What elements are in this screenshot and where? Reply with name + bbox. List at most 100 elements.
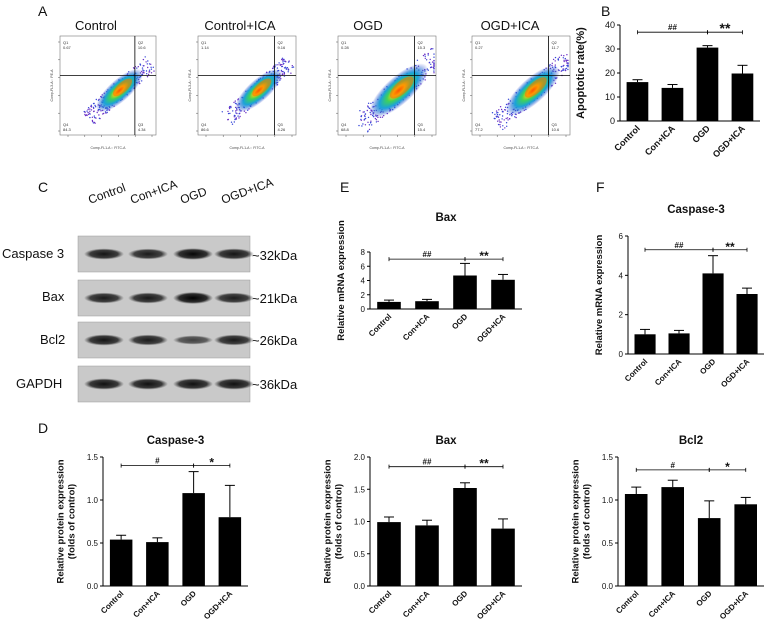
bar (736, 294, 758, 354)
wb-band (84, 378, 124, 390)
flow-event-dot (507, 98, 510, 101)
q2-value: 15.3 (417, 45, 426, 50)
category-label: OGD+ICA (475, 312, 507, 344)
flow-title-control: Control (75, 18, 117, 33)
flow-event-dot (430, 66, 433, 69)
flow-event-dot (228, 107, 231, 110)
flow-event-dot (427, 52, 429, 55)
flow-density-core (252, 78, 272, 97)
wb-band (128, 378, 168, 390)
category-label: OGD+ICA (719, 357, 751, 389)
flow-event-dot (91, 120, 94, 123)
q3-label: Q3 (551, 122, 557, 127)
flow-event-dot (234, 100, 236, 102)
flow-event-dot (560, 54, 563, 56)
flow-title-control-ica: Control+ICA (204, 18, 275, 33)
y-tick-label: 0 (361, 305, 366, 314)
panel-letter-b: B (601, 3, 610, 19)
flow-event-dot (282, 61, 284, 63)
flow-event-dot (364, 113, 366, 115)
flow-event-dot (145, 61, 147, 63)
chart-d2: Bax 0.0 0.5 1.0 1.5 2.0 Relative protein expre… (323, 435, 522, 621)
wb-row-gapdh: GAPDH (16, 376, 62, 391)
category-label: Con+ICA (401, 589, 432, 620)
wb-band (128, 248, 168, 260)
flow-event-dot (286, 67, 289, 69)
flow-event-dot (428, 61, 431, 64)
flow-event-dot (141, 80, 143, 82)
y-axis-label: Relative protein expression (571, 459, 582, 583)
y-tick-label: 0 (610, 116, 615, 126)
category-label: OGD+ICA (711, 123, 748, 160)
flow-event-dot (361, 125, 363, 127)
significance-label: ** (725, 240, 735, 254)
flow-event-dot (370, 120, 372, 122)
flow-event-dot (95, 98, 98, 101)
flow-event-dot (567, 64, 569, 67)
bar (734, 504, 757, 586)
q4-label: Q4 (475, 122, 481, 127)
category-label: OGD+ICA (718, 589, 750, 621)
wb-band (128, 292, 168, 304)
flow-event-dot (237, 115, 239, 117)
wb-column-control: Control (86, 180, 127, 206)
flow-event-dot (93, 115, 96, 117)
y-tick-label: 30 (605, 44, 615, 54)
chart-title: Bax (435, 212, 457, 224)
chart-d3: Bcl2 0.0 0.5 1.0 1.5 Relative protein express… (571, 435, 764, 621)
category-label: Con+ICA (643, 123, 677, 157)
category-label: Control (99, 589, 125, 615)
flow-event-dot (281, 58, 283, 61)
flow-event-dot (233, 116, 235, 118)
flow-event-dot (148, 63, 151, 65)
y-tick-label: 10 (605, 92, 615, 102)
flow-event-dot (374, 117, 377, 120)
flow-event-dot (505, 122, 508, 124)
flow-event-dot (281, 65, 283, 68)
flow-plot-frame (197, 35, 297, 136)
flow-y-axis-label: Comp-FL3-A :: PE-A (328, 69, 332, 102)
y-tick-label: 6 (361, 262, 366, 271)
panel-letter-e: E (340, 179, 349, 195)
panel-letter-c: C (38, 179, 48, 195)
panel-letter-f: F (596, 179, 605, 195)
flow-event-dot (566, 62, 568, 64)
wb-band (173, 292, 213, 304)
flow-event-dot (147, 60, 149, 62)
flow-event-dot (381, 116, 384, 118)
flow-event-dot (91, 116, 94, 119)
q1-label: Q1 (475, 40, 481, 45)
category-label: Control (367, 589, 393, 615)
flow-event-dot (567, 59, 569, 62)
q4-label: Q4 (341, 122, 347, 127)
flow-event-dot (560, 70, 562, 72)
bar (697, 518, 721, 586)
flow-event-dot (281, 57, 284, 59)
q1-value: 1.14 (201, 45, 210, 50)
y-tick-label: 0 (619, 350, 624, 359)
q1-label: Q1 (341, 40, 347, 45)
significance-label: # (155, 457, 160, 466)
q2-label: Q2 (277, 40, 283, 45)
flow-event-dot (146, 63, 148, 65)
flow-event-dot (221, 111, 223, 113)
q3-value: 4.26 (277, 127, 286, 132)
flow-event-dot (90, 106, 93, 108)
flow-event-dot (272, 65, 275, 68)
wb-band (214, 248, 254, 260)
significance-label: ## (668, 23, 677, 32)
significance-label: ## (423, 458, 432, 467)
q1-label: Q1 (201, 40, 207, 45)
flow-event-dot (94, 104, 96, 107)
flow-event-dot (89, 110, 91, 113)
flow-event-dot (567, 62, 569, 64)
flow-event-dot (554, 64, 556, 66)
q1-label: Q1 (63, 40, 69, 45)
bar (626, 82, 649, 121)
category-label: OGD+ICA (202, 589, 234, 621)
bar (377, 522, 401, 586)
flow-event-dot (494, 113, 496, 116)
y-axis-label: Apoptotic rate(%) (575, 27, 587, 119)
